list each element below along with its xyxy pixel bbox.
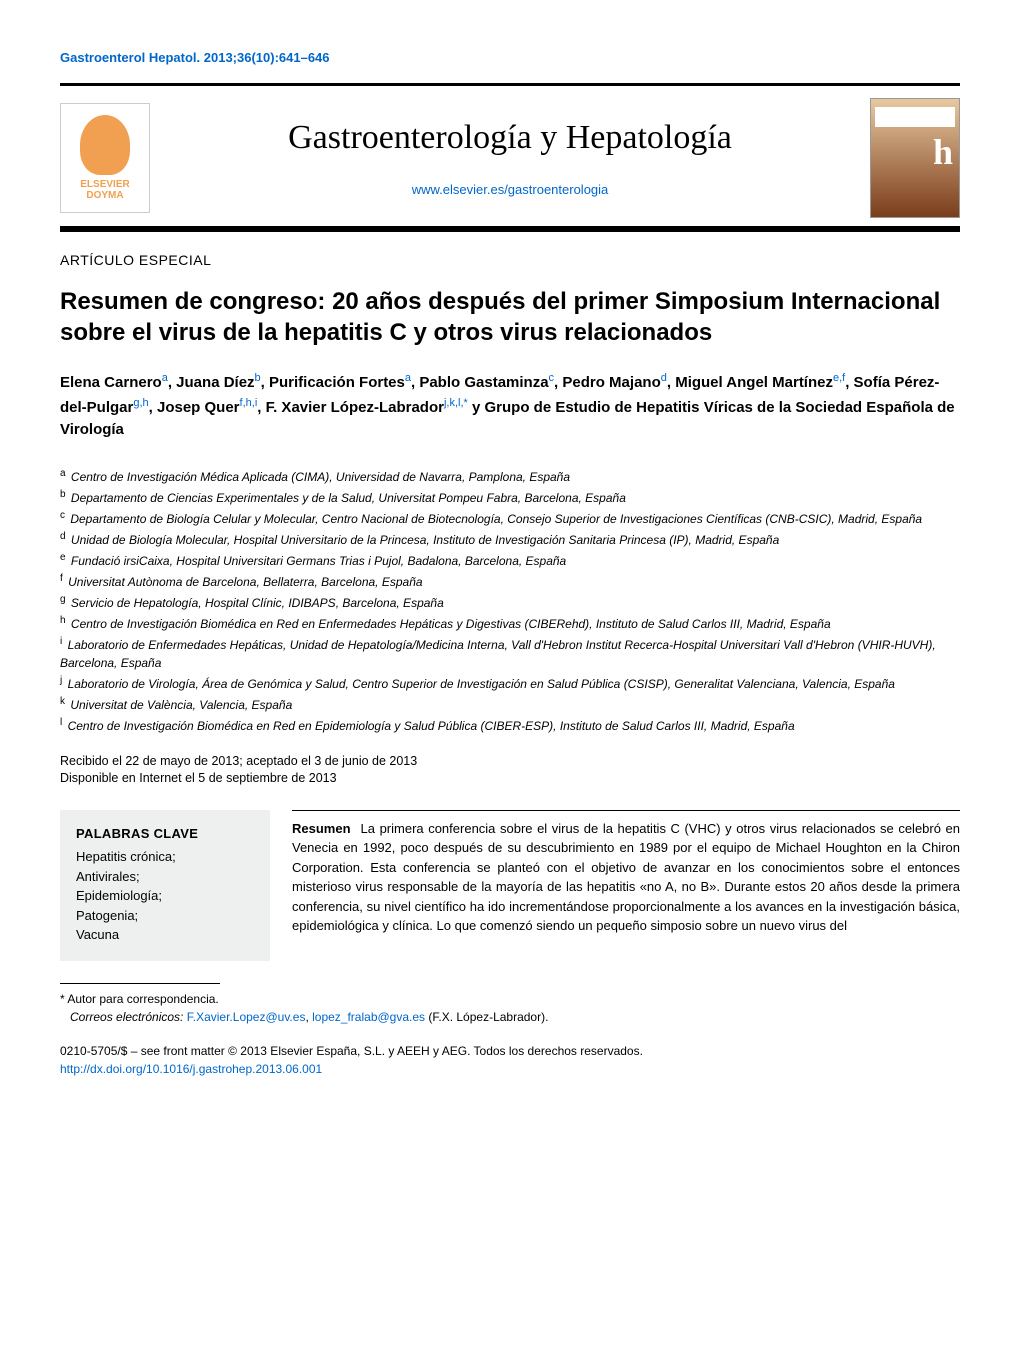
keyword-item: Patogenia;	[76, 906, 254, 926]
footnotes: * Autor para correspondencia. Correos el…	[60, 990, 960, 1026]
section-label: ARTÍCULO ESPECIAL	[60, 252, 960, 268]
keyword-item: Vacuna	[76, 925, 254, 945]
keywords-list: Hepatitis crónica;Antivirales;Epidemiolo…	[76, 847, 254, 945]
journal-header: ELSEVIER DOYMA Gastroenterología y Hepat…	[60, 90, 960, 222]
email-link-1[interactable]: F.Xavier.Lopez@uv.es	[187, 1010, 306, 1024]
journal-cover-thumbnail: h	[870, 98, 960, 218]
journal-title-block: Gastroenterología y Hepatología www.else…	[150, 119, 870, 197]
page: Gastroenterol Hepatol. 2013;36(10):641–6…	[0, 0, 1020, 1118]
affiliation-item: i Laboratorio de Enfermedades Hepáticas,…	[60, 634, 960, 672]
publisher-logo: ELSEVIER DOYMA	[60, 103, 150, 213]
abstract-heading: Resumen	[292, 821, 351, 836]
corresponding-author-note: * Autor para correspondencia.	[60, 990, 960, 1008]
corresponding-emails: Correos electrónicos: F.Xavier.Lopez@uv.…	[60, 1008, 960, 1026]
abstract-row: PALABRAS CLAVE Hepatitis crónica;Antivir…	[60, 810, 960, 961]
email-author-name: (F.X. López-Labrador).	[428, 1010, 548, 1024]
journal-url-link[interactable]: www.elsevier.es/gastroenterologia	[412, 182, 609, 197]
keywords-box: PALABRAS CLAVE Hepatitis crónica;Antivir…	[60, 810, 270, 961]
article-dates: Recibido el 22 de mayo de 2013; aceptado…	[60, 753, 960, 788]
journal-title: Gastroenterología y Hepatología	[150, 119, 870, 157]
affiliation-item: l Centro de Investigación Biomédica en R…	[60, 715, 960, 735]
affiliations-list: a Centro de Investigación Médica Aplicad…	[60, 466, 960, 735]
affiliation-item: j Laboratorio de Virología, Área de Genó…	[60, 673, 960, 693]
abstract-body: La primera conferencia sobre el virus de…	[292, 821, 960, 934]
affiliation-item: e Fundació irsiCaixa, Hospital Universit…	[60, 550, 960, 570]
affiliation-item: c Departamento de Biología Celular y Mol…	[60, 508, 960, 528]
elsevier-tree-icon	[80, 115, 130, 175]
keyword-item: Epidemiología;	[76, 886, 254, 906]
affiliation-item: g Servicio de Hepatología, Hospital Clín…	[60, 592, 960, 612]
top-rule	[60, 83, 960, 86]
article-title: Resumen de congreso: 20 años después del…	[60, 286, 960, 348]
online-date: Disponible en Internet el 5 de septiembr…	[60, 770, 960, 788]
affiliation-item: a Centro de Investigación Médica Aplicad…	[60, 466, 960, 486]
citation-header: Gastroenterol Hepatol. 2013;36(10):641–6…	[60, 50, 960, 65]
affiliation-item: b Departamento de Ciencias Experimentale…	[60, 487, 960, 507]
cover-letter: h	[933, 131, 953, 173]
header-bottom-rule	[60, 226, 960, 232]
email-link-2[interactable]: lopez_fralab@gva.es	[312, 1010, 425, 1024]
keyword-item: Hepatitis crónica;	[76, 847, 254, 867]
emails-label: Correos electrónicos:	[70, 1010, 183, 1024]
abstract-text: ResumenLa primera conferencia sobre el v…	[292, 819, 960, 936]
authors-list: Elena Carneroa, Juana Díezb, Purificació…	[60, 370, 960, 442]
abstract-top-rule	[292, 810, 960, 811]
affiliation-item: d Unidad de Biología Molecular, Hospital…	[60, 529, 960, 549]
keywords-heading: PALABRAS CLAVE	[76, 824, 254, 844]
copyright-block: 0210-5705/$ – see front matter © 2013 El…	[60, 1042, 960, 1078]
copyright-line: 0210-5705/$ – see front matter © 2013 El…	[60, 1042, 960, 1060]
footnote-rule	[60, 983, 220, 984]
publisher-name: ELSEVIER DOYMA	[80, 179, 129, 201]
affiliation-item: k Universitat de València, Valencia, Esp…	[60, 694, 960, 714]
received-accepted-date: Recibido el 22 de mayo de 2013; aceptado…	[60, 753, 960, 771]
affiliation-item: h Centro de Investigación Biomédica en R…	[60, 613, 960, 633]
abstract-column: ResumenLa primera conferencia sobre el v…	[292, 810, 960, 961]
keyword-item: Antivirales;	[76, 867, 254, 887]
doi-link[interactable]: http://dx.doi.org/10.1016/j.gastrohep.20…	[60, 1062, 322, 1076]
cover-strip	[875, 107, 955, 127]
affiliation-item: f Universitat Autònoma de Barcelona, Bel…	[60, 571, 960, 591]
